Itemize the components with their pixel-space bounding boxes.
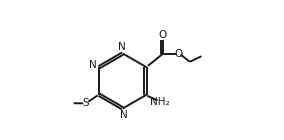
Text: O: O — [174, 49, 182, 59]
Text: NH₂: NH₂ — [150, 97, 169, 107]
Text: N: N — [120, 110, 127, 120]
Text: O: O — [158, 30, 166, 40]
Text: N: N — [118, 42, 126, 52]
Text: S: S — [83, 98, 89, 108]
Text: N: N — [89, 60, 97, 70]
